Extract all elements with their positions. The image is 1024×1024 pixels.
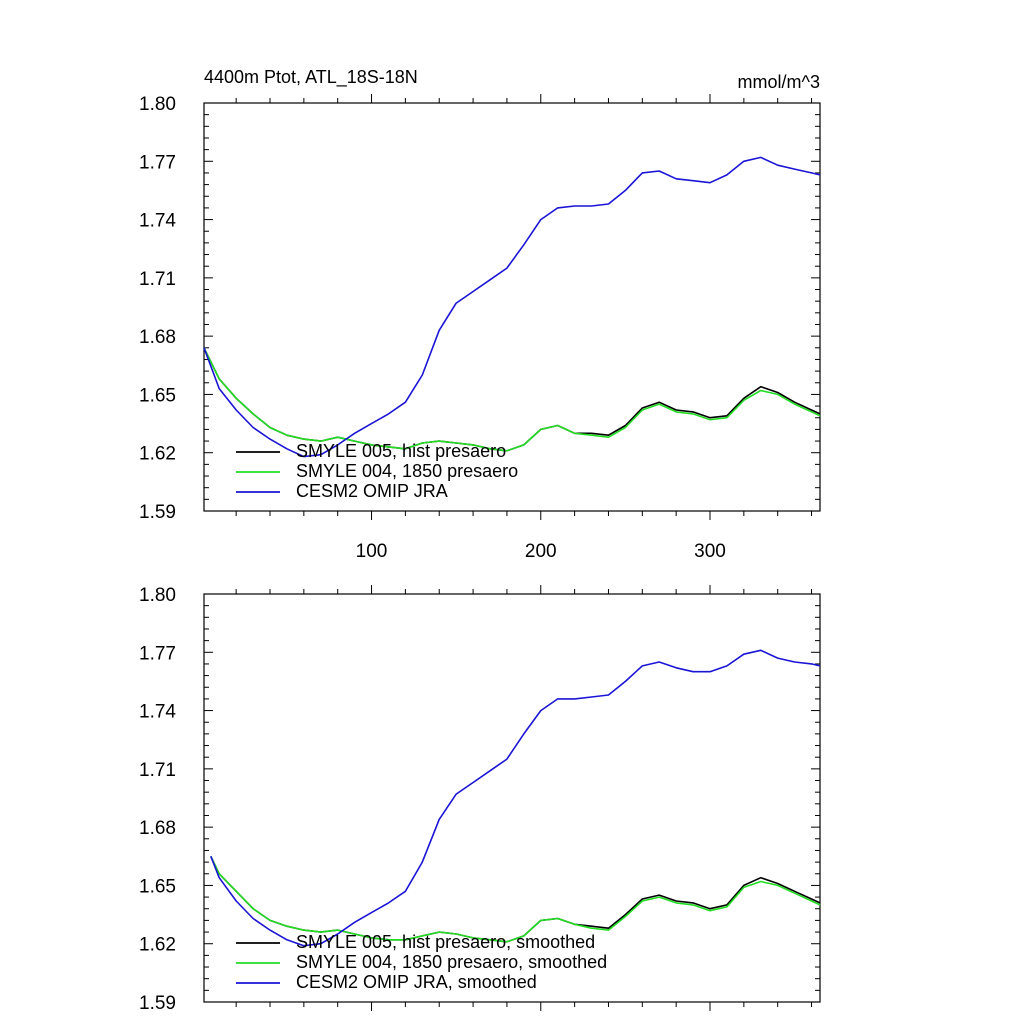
- bottom-plot-frame: [203, 593, 821, 1003]
- bottom-legend: SMYLE 005, hist presaero, smoothed SMYLE…: [236, 932, 607, 992]
- bottom-y-tick-label-5: 1.74: [139, 702, 176, 723]
- top-y-tick-label-5: 1.74: [139, 211, 176, 232]
- top-y-tick-label-6: 1.77: [139, 152, 176, 173]
- top-series-line-blue: [203, 156, 821, 458]
- bottom-y-tick-label-1: 1.62: [139, 935, 176, 956]
- bottom-tick-marks: [204, 585, 820, 1011]
- top-panel: 4400m Ptot, ATL_18S-18N mmol/m^3 1.59 1.6…: [139, 67, 821, 562]
- top-units-label: mmol/m^3: [738, 72, 820, 92]
- bottom-y-tick-label-4: 1.71: [139, 760, 176, 781]
- top-series-line-green: [203, 347, 821, 452]
- bottom-y-tick-label-6: 1.77: [139, 643, 176, 664]
- top-legend-label-0: SMYLE 005, hist presaero: [296, 441, 506, 461]
- bottom-y-tick-label-0: 1.59: [139, 993, 176, 1014]
- top-chart-title: 4400m Ptot, ATL_18S-18N: [204, 67, 418, 88]
- bottom-series-lines: [210, 649, 821, 947]
- top-y-tick-label-1: 1.62: [139, 444, 176, 465]
- bottom-y-tick-label-3: 1.68: [139, 818, 176, 839]
- top-y-tick-label-2: 1.65: [139, 385, 176, 406]
- top-legend-label-1: SMYLE 004, 1850 presaero: [296, 461, 518, 481]
- top-x-tick-labels: 100 200 300: [356, 541, 726, 562]
- top-y-tick-label-4: 1.71: [139, 269, 176, 290]
- top-legend-label-2: CESM2 OMIP JRA: [296, 481, 448, 501]
- top-x-tick-label-2: 300: [694, 541, 726, 562]
- top-y-tick-labels: 1.59 1.62 1.65 1.68 1.71 1.74 1.77 1.80: [139, 94, 176, 523]
- bottom-panel: 1.59 1.62 1.65 1.68 1.71 1.74 1.77 1.80 SMYLE 0…: [139, 585, 821, 1014]
- top-y-tick-label-0: 1.59: [139, 502, 176, 523]
- top-tick-marks: [204, 94, 820, 520]
- bottom-legend-label-2: CESM2 OMIP JRA, smoothed: [296, 972, 537, 992]
- top-x-tick-label-1: 200: [525, 541, 557, 562]
- top-y-tick-label-7: 1.80: [139, 94, 176, 115]
- bottom-series-line-green: [210, 855, 821, 943]
- bottom-y-tick-label-2: 1.65: [139, 876, 176, 897]
- top-plot-frame: [203, 102, 821, 512]
- top-x-tick-label-0: 100: [356, 541, 388, 562]
- top-legend: SMYLE 005, hist presaero SMYLE 004, 1850…: [236, 441, 518, 501]
- top-y-tick-label-3: 1.68: [139, 327, 176, 348]
- bottom-y-tick-label-7: 1.80: [139, 585, 176, 606]
- bottom-legend-label-1: SMYLE 004, 1850 presaero, smoothed: [296, 952, 607, 972]
- top-series-lines: [203, 156, 821, 458]
- bottom-y-tick-labels: 1.59 1.62 1.65 1.68 1.71 1.74 1.77 1.80: [139, 585, 176, 1014]
- bottom-legend-label-0: SMYLE 005, hist presaero, smoothed: [296, 932, 595, 952]
- bottom-series-line-blue: [210, 649, 821, 947]
